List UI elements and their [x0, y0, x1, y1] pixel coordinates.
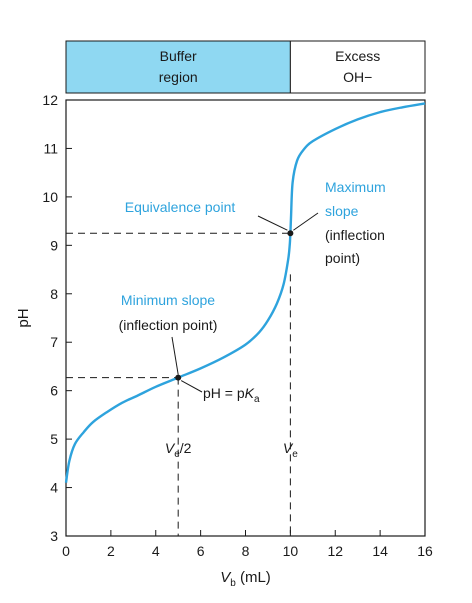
pka-label-prefix: pH = p: [203, 385, 245, 401]
x-tick-label: 6: [197, 543, 205, 559]
pka-leader: [180, 380, 203, 393]
y-tick-label: 4: [50, 480, 58, 496]
x-axis-unit: (mL): [236, 569, 271, 586]
x-tick-label: 16: [417, 543, 433, 559]
pka-label-var: K: [245, 385, 255, 401]
x-axis-title: Vb (mL): [220, 569, 271, 589]
maximum-slope-label-line1: Maximum: [325, 179, 386, 195]
y-tick-label: 7: [50, 334, 58, 350]
half-eq-sub: e: [174, 449, 180, 460]
equivalence-point-marker: [287, 230, 294, 237]
excess-oh-label-line2: OH−: [343, 69, 372, 85]
x-tick-label: 4: [152, 543, 160, 559]
buffer-region-label-line2: region: [159, 69, 198, 85]
minimum-slope-label: Minimum slope: [121, 292, 215, 308]
x-axis-var: V: [220, 569, 232, 586]
x-tick-label: 8: [242, 543, 250, 559]
buffer-region-band: [65, 40, 291, 94]
ve-sub: e: [292, 449, 298, 460]
equivalence-point-leader: [257, 215, 288, 231]
minimum-slope-leader: [171, 336, 179, 375]
maximum-slope-label-line2: slope: [325, 203, 359, 219]
y-tick-label: 9: [50, 237, 58, 253]
region-band: Buffer region Excess OH−: [65, 40, 426, 94]
y-axis-ticks: 3 4 5 6 7 8 9 10 11 12: [42, 92, 72, 544]
x-tick-label: 0: [62, 543, 70, 559]
y-tick-label: 6: [50, 383, 58, 399]
maximum-slope-leader: [293, 212, 319, 231]
x-axis-ticks: 0 2 4 6 8 10 12 14 16: [62, 530, 433, 559]
x-tick-label: 12: [327, 543, 343, 559]
minimum-slope-paren: (inflection point): [119, 317, 218, 333]
excess-oh-region-band: [289, 40, 426, 94]
maximum-slope-paren-line1: (inflection: [325, 227, 385, 243]
x-tick-label: 2: [107, 543, 115, 559]
y-tick-label: 8: [50, 286, 58, 302]
maximum-slope-paren-line2: point): [325, 250, 360, 266]
x-tick-label: 14: [372, 543, 388, 559]
equivalence-point-label: Equivalence point: [125, 199, 236, 215]
half-eq-var: V: [165, 440, 176, 456]
pka-label: pH = pKa: [203, 385, 260, 405]
titration-curve: [64, 102, 426, 483]
excess-oh-label-line1: Excess: [335, 48, 380, 64]
half-equivalence-point-marker: [175, 374, 182, 381]
y-tick-label: 10: [42, 189, 58, 205]
x-axis-var-sub: b: [230, 578, 236, 589]
x-tick-label: 10: [283, 543, 299, 559]
y-tick-label: 11: [43, 140, 58, 156]
buffer-region-label-line1: Buffer: [160, 48, 197, 64]
y-tick-label: 5: [50, 431, 58, 447]
half-eq-suffix: /2: [180, 440, 192, 456]
y-axis-title: pH: [15, 308, 32, 327]
y-tick-label: 3: [50, 528, 58, 544]
ve-var: V: [283, 440, 294, 456]
equivalence-volume-label: Ve: [283, 440, 298, 460]
half-equivalence-volume-label: Ve/2: [165, 440, 192, 460]
y-tick-label: 12: [42, 92, 58, 108]
pka-label-sub: a: [254, 394, 260, 405]
